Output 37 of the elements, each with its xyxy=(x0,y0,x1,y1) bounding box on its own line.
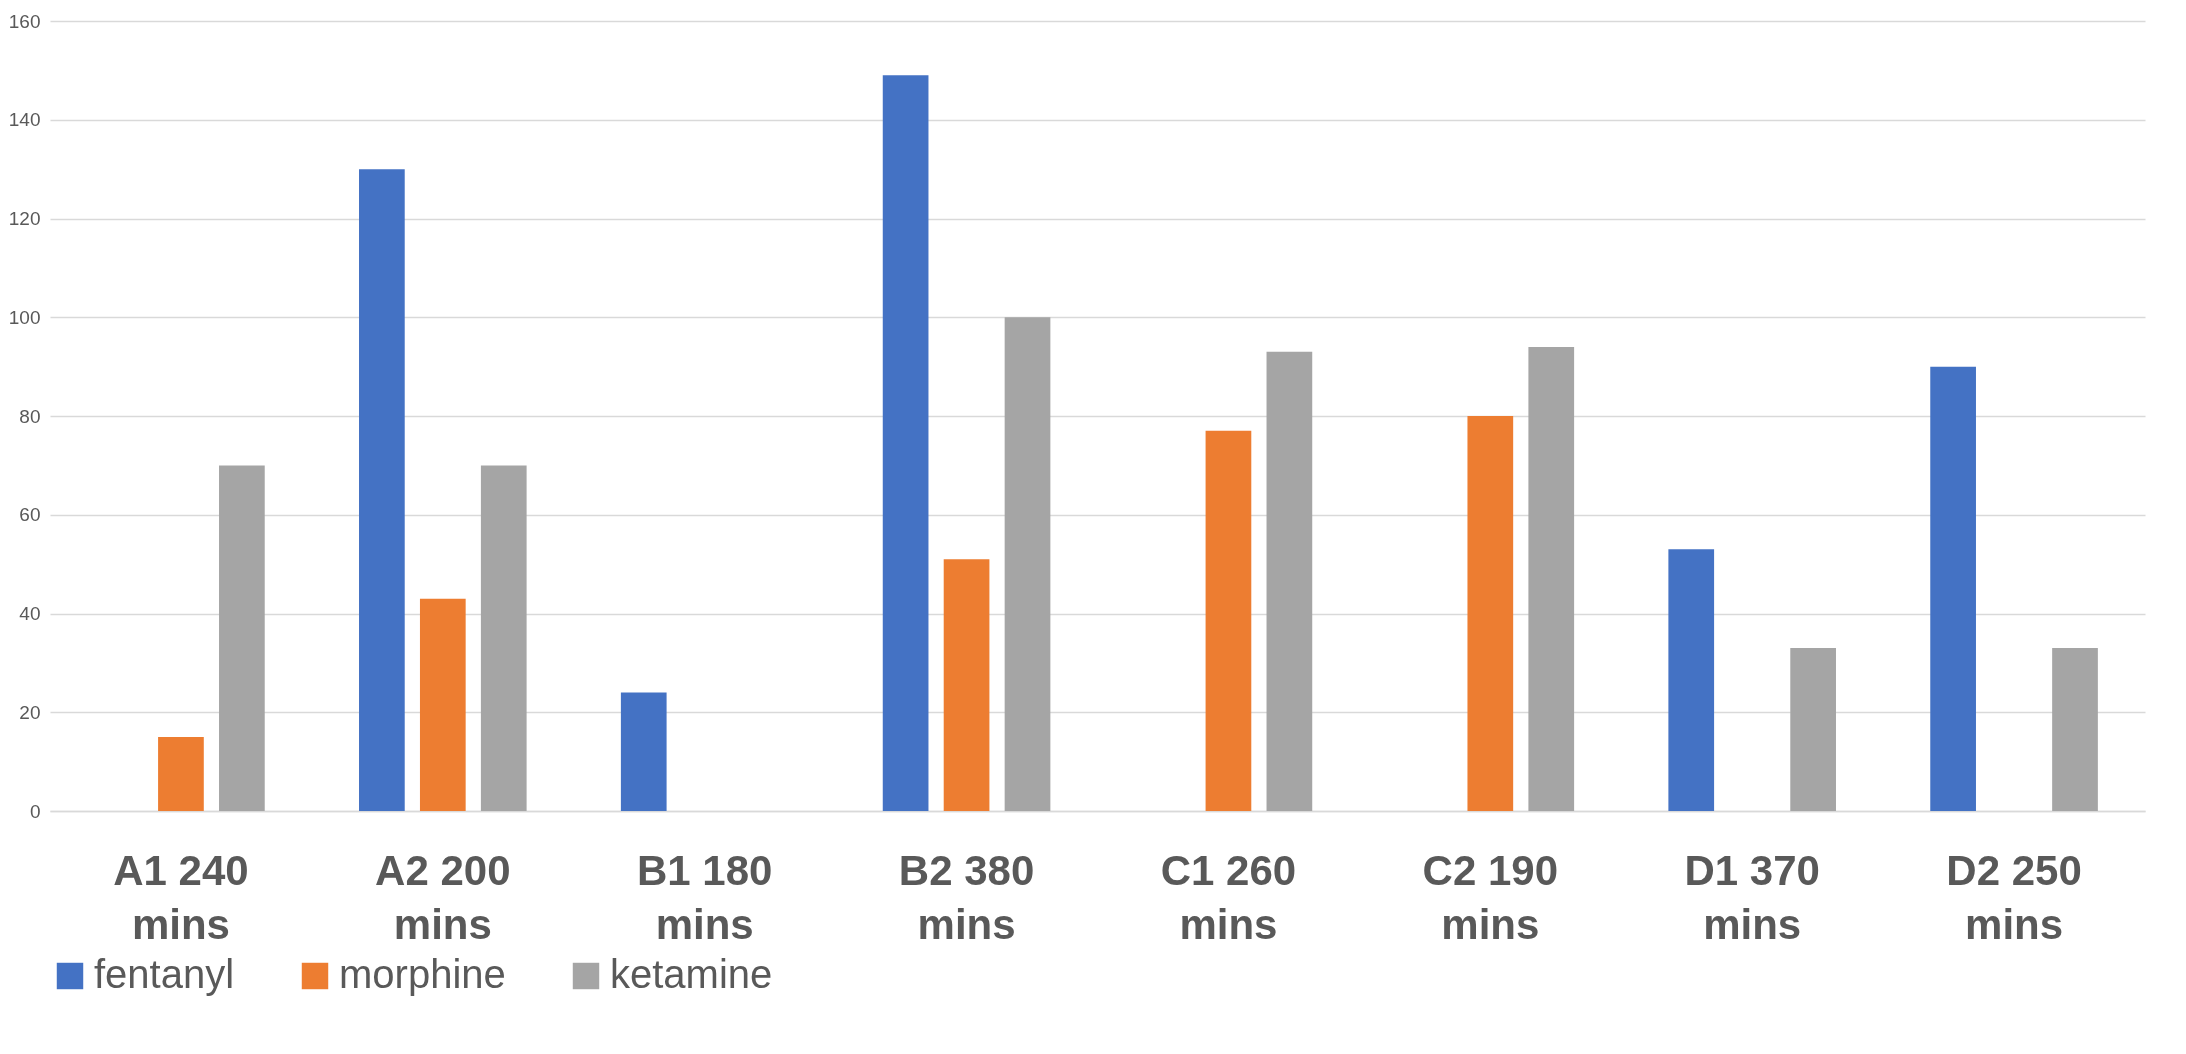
x-tick-label: D1 370 mins xyxy=(1684,846,1820,948)
legend-label: morphine xyxy=(339,952,506,996)
bar xyxy=(1004,317,1051,811)
bar xyxy=(1790,648,1836,811)
bar xyxy=(1668,549,1715,811)
y-tick-label: 80 xyxy=(19,405,41,427)
x-tick-label: C1 260 mins xyxy=(1160,846,1297,948)
bar xyxy=(158,736,204,811)
bar xyxy=(1205,430,1252,811)
x-tick-label: A1 240 mins xyxy=(113,846,249,948)
y-tick-label: 0 xyxy=(29,800,41,822)
y-tick-label: 120 xyxy=(8,208,41,229)
bar xyxy=(219,465,265,811)
bar xyxy=(1467,416,1514,811)
bar xyxy=(943,559,990,811)
bar xyxy=(620,692,667,811)
bar xyxy=(2052,648,2098,811)
y-tick-label: 20 xyxy=(19,701,41,723)
bar xyxy=(882,75,929,811)
y-tick-label: 100 xyxy=(8,306,41,328)
bar xyxy=(480,465,527,811)
bar xyxy=(1528,346,1575,811)
x-tick-label: A2 200 mins xyxy=(375,846,511,948)
bar xyxy=(1266,351,1313,811)
y-tick-label: 60 xyxy=(19,504,41,526)
x-tick-label: D2 250 mins xyxy=(1946,846,2082,948)
legend-label: ketamine xyxy=(610,952,773,996)
y-tick-label: 160 xyxy=(8,10,41,32)
bar xyxy=(359,169,405,811)
x-tick-label: C2 190 mins xyxy=(1422,846,1559,948)
bar xyxy=(1930,366,1976,811)
y-tick-label: 140 xyxy=(8,109,41,131)
bar xyxy=(419,598,466,811)
legend-label: fentanyl xyxy=(94,952,235,996)
y-tick-label: 40 xyxy=(19,603,41,624)
x-tick-label: B1 180 mins xyxy=(636,846,773,948)
x-tick-label: B2 380 mins xyxy=(898,846,1035,948)
